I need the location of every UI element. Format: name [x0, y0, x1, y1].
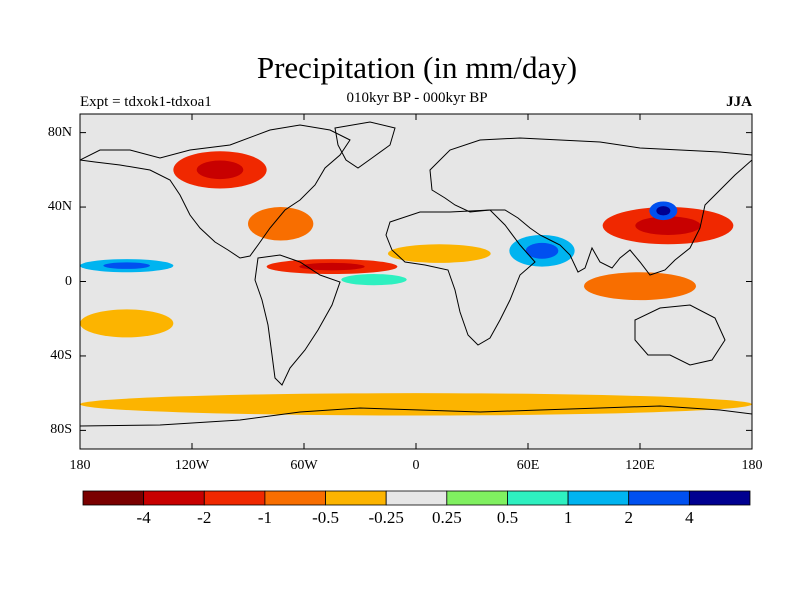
colorbar-box: [325, 490, 387, 506]
colorbar-box: [446, 490, 508, 506]
colorbar-box: [628, 490, 690, 506]
colorbar: [82, 490, 751, 506]
anomaly-region-1: Eastern US / Atlantic drying: [247, 207, 314, 241]
coast-eurasia: [429, 137, 752, 276]
lat-tick-label: 0: [65, 273, 72, 289]
lon-tick-label: 180: [741, 458, 763, 473]
experiment-label: Expt = tdxok1-tdxoa1: [80, 94, 212, 110]
colorbar-label: 1: [563, 508, 573, 527]
colorbar-label: 2: [624, 508, 633, 527]
lon-tick-label: 60E: [516, 458, 540, 473]
colorbar-label: 0.25: [431, 508, 462, 527]
anomaly-core-8: [656, 206, 671, 216]
lon-tick-label: 120E: [625, 458, 655, 473]
lon-tick-label: 60W: [290, 458, 318, 473]
anomaly-region-11: Southern Ocean drying: [80, 393, 752, 416]
anomaly-core-4: [103, 262, 150, 269]
lat-tick-label: 80N: [47, 124, 72, 140]
anomaly-regions: North American dryingEastern US / Atlant…: [80, 151, 752, 416]
colorbar-box: [385, 490, 448, 506]
lon-tick-label: 180: [69, 458, 91, 473]
colorbar-label: -0.25: [368, 508, 404, 527]
colorbar-box: [567, 490, 630, 506]
colorbar-box: [688, 490, 751, 506]
anomaly-core-6: [525, 242, 559, 259]
colorbar-box: [203, 490, 266, 506]
coast-antarctica: [80, 405, 752, 427]
coast-africa: [385, 209, 536, 346]
colorbar-label: -2: [197, 508, 212, 527]
coast-greenland: [334, 121, 396, 169]
anomaly-region-9: Maritime Continent drying: [584, 272, 696, 301]
colorbar-label: 4: [685, 508, 694, 527]
lon-tick-label: 120W: [174, 458, 210, 473]
anomaly-core-2: [299, 262, 365, 271]
colorbar-label: 0.5: [496, 508, 519, 527]
chart-subtitle: 010kyr BP - 000kyr BP: [346, 90, 488, 106]
colorbar-box: [264, 490, 326, 506]
axis-ticks: [79, 114, 753, 449]
lat-tick-label: 80S: [50, 422, 72, 438]
anomaly-core-0: [196, 160, 244, 180]
colorbar-label: -4: [136, 508, 151, 527]
anomaly-region-5: Equatorial Atlantic wetting: [341, 274, 407, 286]
anomaly-region-3: Sahel drying: [388, 244, 491, 263]
anomaly-region-10: South Pacific drying: [80, 309, 174, 338]
colorbar-box: [82, 490, 145, 506]
lon-tick-label: 0: [412, 458, 420, 473]
season-label: JJA: [726, 94, 752, 110]
colorbar-label: -0.5: [312, 508, 339, 527]
coast-south-america: [254, 254, 341, 386]
lat-tick-label: 40S: [50, 347, 72, 363]
coast-north-america: [80, 124, 351, 259]
coastlines: [80, 121, 752, 427]
colorbar-box: [507, 490, 569, 506]
chart-title: Precipitation (in mm/day): [256, 50, 578, 85]
colorbar-label: -1: [257, 508, 272, 527]
colorbar-box: [143, 490, 205, 506]
lat-tick-label: 40N: [47, 199, 72, 215]
coast-australia: [634, 304, 726, 366]
anomaly-core-7: [635, 216, 701, 235]
